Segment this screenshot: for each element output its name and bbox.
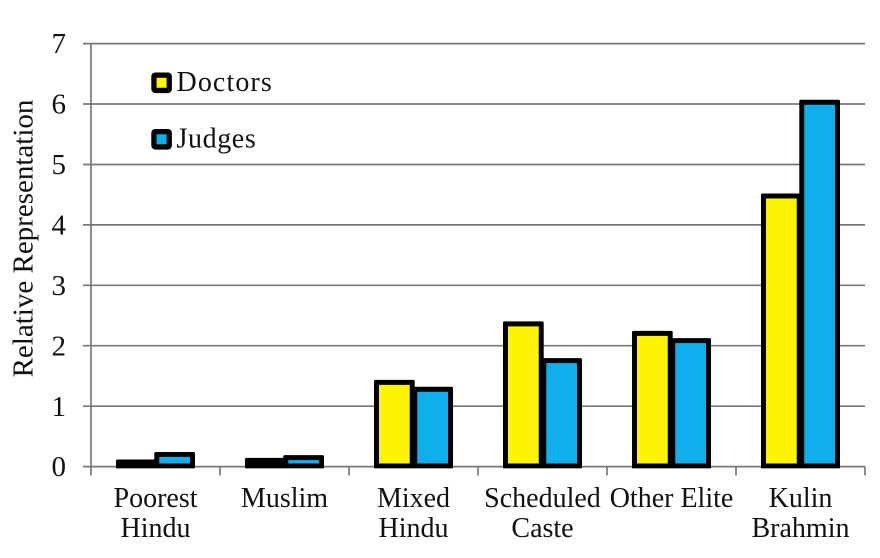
svg-text:Kulin: Kulin	[769, 483, 833, 514]
svg-text:Other Elite: Other Elite	[610, 483, 734, 514]
svg-text:4: 4	[52, 210, 67, 242]
svg-text:5: 5	[52, 149, 67, 181]
svg-text:Relative Representation: Relative Representation	[8, 99, 40, 377]
svg-text:Scheduled: Scheduled	[484, 483, 601, 514]
svg-text:Brahmin: Brahmin	[752, 513, 850, 544]
svg-text:Doctors: Doctors	[177, 67, 273, 98]
svg-text:Mixed: Mixed	[377, 483, 450, 514]
svg-text:3: 3	[52, 270, 67, 302]
svg-text:Hindu: Hindu	[379, 513, 449, 544]
svg-text:2: 2	[52, 330, 67, 362]
svg-text:Caste: Caste	[511, 513, 573, 544]
svg-text:Muslim: Muslim	[241, 483, 328, 514]
svg-text:0: 0	[52, 451, 67, 483]
svg-text:Poorest: Poorest	[114, 483, 198, 514]
svg-text:7: 7	[52, 28, 67, 60]
svg-text:Judges: Judges	[177, 124, 257, 155]
svg-text:Hindu: Hindu	[121, 513, 191, 544]
svg-text:1: 1	[52, 391, 67, 423]
svg-text:6: 6	[52, 89, 67, 121]
